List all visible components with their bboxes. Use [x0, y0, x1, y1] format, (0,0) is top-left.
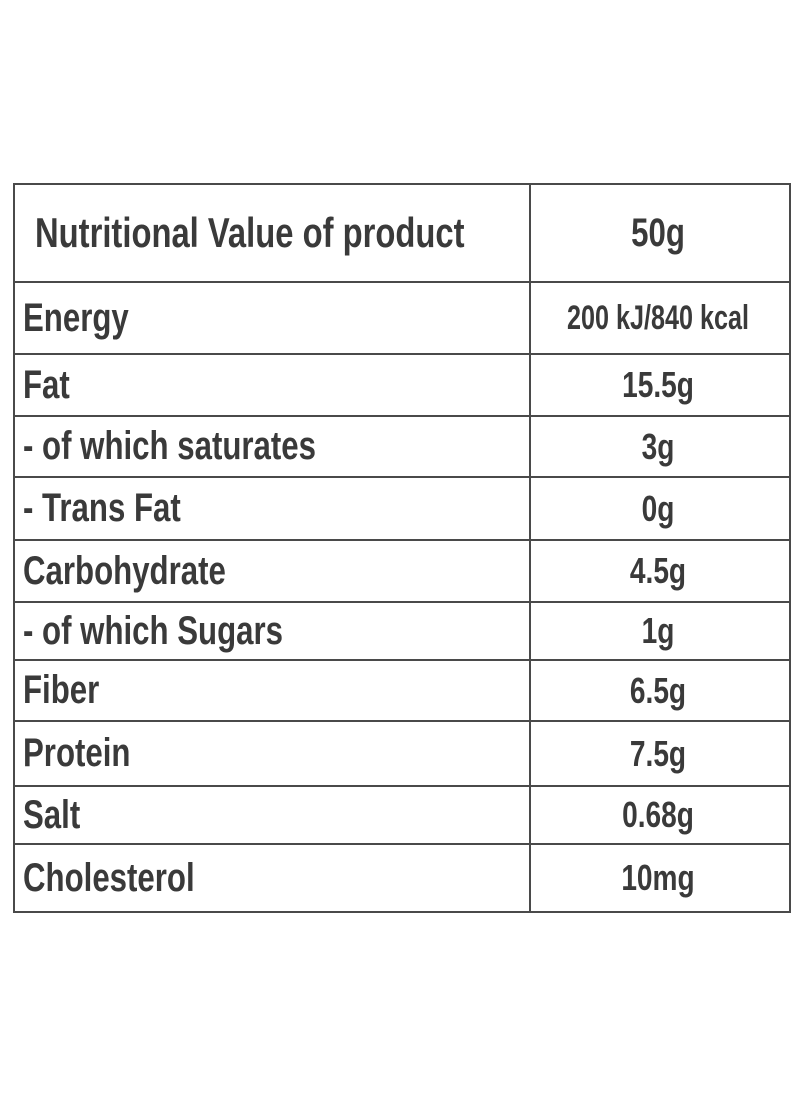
- row-value: 10mg: [621, 857, 695, 898]
- table-row-protein: Protein 7.5g: [15, 722, 789, 787]
- row-label: Fat: [23, 362, 70, 407]
- row-label: Carbohydrate: [23, 548, 226, 593]
- table-row-cholesterol: Cholesterol 10mg: [15, 845, 789, 911]
- row-label: - of which saturates: [23, 424, 316, 468]
- table-row-energy: Energy 200 kJ/840 kcal: [15, 283, 789, 355]
- row-value: 6.5g: [629, 669, 687, 711]
- row-label: - of which Sugars: [23, 608, 284, 653]
- table-row-carbohydrate: Carbohydrate 4.5g: [15, 541, 789, 603]
- row-label: Salt: [23, 792, 81, 837]
- row-value: 7.5g: [629, 732, 687, 774]
- column-divider: [529, 185, 531, 911]
- table-row-sugars: - of which Sugars 1g: [15, 603, 789, 661]
- header-serving-size: 50g: [631, 210, 685, 255]
- row-value: 15.5g: [622, 364, 694, 405]
- row-value: 3g: [641, 425, 675, 467]
- row-value: 0.68g: [622, 794, 694, 835]
- row-label: - Trans Fat: [23, 486, 181, 530]
- row-label: Cholesterol: [23, 855, 195, 900]
- row-label: Fiber: [23, 668, 100, 712]
- table-row-trans-fat: - Trans Fat 0g: [15, 478, 789, 541]
- header-label: Nutritional Value of product: [35, 209, 465, 256]
- table-row-fiber: Fiber 6.5g: [15, 661, 789, 722]
- row-label: Energy: [23, 295, 129, 340]
- row-label: Protein: [23, 731, 131, 775]
- table-row-fat: Fat 15.5g: [15, 355, 789, 417]
- table-row-saturates: - of which saturates 3g: [15, 417, 789, 478]
- row-value: 1g: [641, 610, 675, 651]
- table-header-row: Nutritional Value of product 50g: [15, 185, 789, 283]
- row-value: 200 kJ/840 kcal: [567, 298, 749, 337]
- nutrition-table: Nutritional Value of product 50g Energy …: [13, 183, 791, 913]
- table-row-salt: Salt 0.68g: [15, 787, 789, 845]
- row-value: 0g: [641, 487, 675, 529]
- row-value: 4.5g: [629, 550, 687, 591]
